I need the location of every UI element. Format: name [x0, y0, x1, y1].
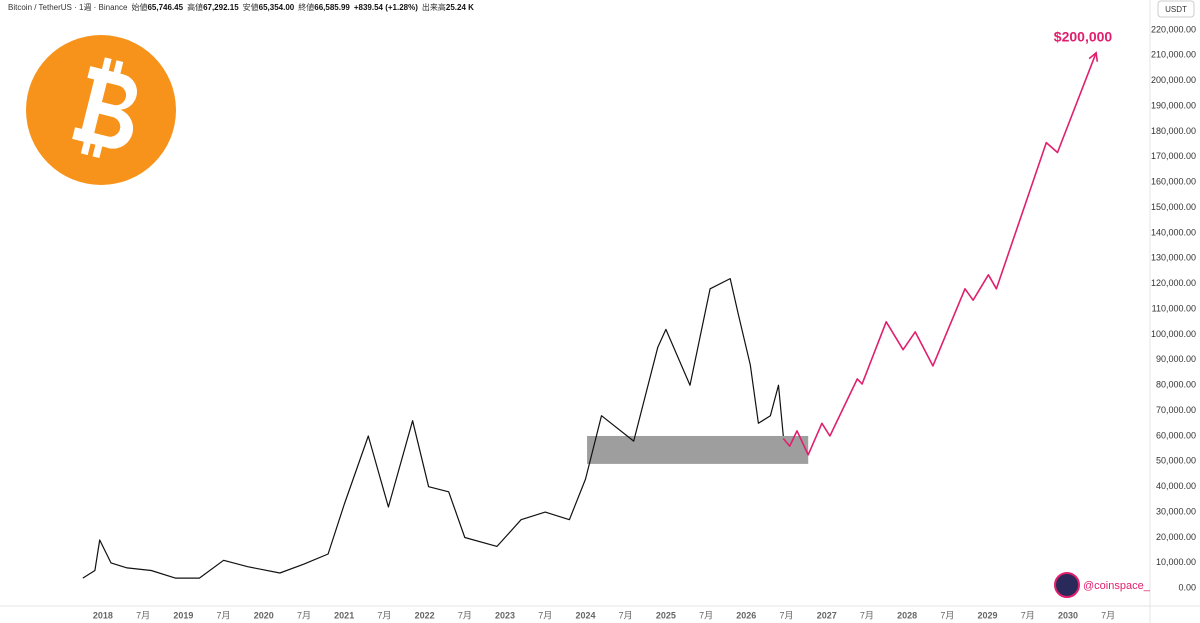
x-tick-label: 2019: [173, 610, 193, 620]
x-tick-label: 7月: [136, 610, 150, 620]
x-tick-label: 2030: [1058, 610, 1078, 620]
y-tick-label: 170,000.00: [1151, 151, 1196, 161]
x-tick-label: 2022: [415, 610, 435, 620]
x-tick-label: 2021: [334, 610, 354, 620]
header-part: 65,746.45: [147, 3, 183, 12]
x-tick-label: 2018: [93, 610, 113, 620]
y-tick-label: 130,000.00: [1151, 253, 1196, 263]
x-tick-label: 7月: [1101, 610, 1115, 620]
x-tick-label: 2027: [817, 610, 837, 620]
y-tick-label: 30,000.00: [1156, 506, 1196, 516]
x-tick-label: 7月: [538, 610, 552, 620]
logo-glyph: [72, 57, 138, 159]
arrow-head: [1088, 51, 1099, 62]
x-tick-label: 7月: [1021, 610, 1035, 620]
y-tick-label: 20,000.00: [1156, 532, 1196, 542]
header-part: 終値: [298, 2, 314, 12]
currency-box: [1157, 0, 1195, 18]
avatar: [1054, 572, 1080, 598]
y-tick-label: 150,000.00: [1151, 202, 1196, 212]
y-tick-label: 70,000.00: [1156, 405, 1196, 415]
x-tick-label: 7月: [699, 610, 713, 620]
x-tick-label: 2025: [656, 610, 676, 620]
x-tick-label: 7月: [297, 610, 311, 620]
x-tick-label: 2020: [254, 610, 274, 620]
y-tick-label: 100,000.00: [1151, 329, 1196, 339]
y-tick-label: 190,000.00: [1151, 100, 1196, 110]
y-tick-label: 210,000.00: [1151, 50, 1196, 60]
x-tick-label: 7月: [217, 610, 231, 620]
bitcoin-logo: [26, 35, 176, 185]
x-tick-label: 7月: [377, 610, 391, 620]
watermark: @coinspace_: [1083, 580, 1151, 592]
x-tick-label: 2029: [978, 610, 998, 620]
header-part: Bitcoin / TetherUS · 1週 · Binance: [8, 3, 128, 12]
header-part: 66,585.99: [314, 3, 350, 12]
header-part: 安値: [243, 2, 259, 12]
currency: USDT: [1165, 5, 1187, 14]
y-tick-label: 140,000.00: [1151, 227, 1196, 237]
x-tick-label: 2026: [736, 610, 756, 620]
header: Bitcoin / TetherUS · 1週 · Binance 始値65,74…: [8, 2, 474, 12]
x-tick-label: 7月: [619, 610, 633, 620]
header-part: 始値: [131, 2, 147, 12]
header-part: 65,354.00: [259, 3, 295, 12]
y-tick-label: 220,000.00: [1151, 24, 1196, 34]
y-tick-label: 40,000.00: [1156, 481, 1196, 491]
price-line: [782, 52, 1097, 456]
x-tick-label: 7月: [458, 610, 472, 620]
y-tick-label: 50,000.00: [1156, 456, 1196, 466]
x-tick-label: 7月: [940, 610, 954, 620]
y-tick-label: 0.00: [1178, 583, 1196, 593]
y-tick-label: 180,000.00: [1151, 126, 1196, 136]
y-tick-label: 120,000.00: [1151, 278, 1196, 288]
header-part: 出来高: [422, 2, 446, 12]
y-tick-label: 90,000.00: [1156, 354, 1196, 364]
target-label: $200,000: [1054, 29, 1113, 45]
y-tick-label: 60,000.00: [1156, 430, 1196, 440]
header-part: 25.24 K: [446, 3, 474, 12]
y-tick-label: 80,000.00: [1156, 380, 1196, 390]
y-tick-label: 10,000.00: [1156, 557, 1196, 567]
price-line: [82, 278, 784, 579]
x-tick-label: 2023: [495, 610, 515, 620]
x-tick-label: 2024: [575, 610, 595, 620]
x-tick-label: 7月: [779, 610, 793, 620]
x-tick-label: 7月: [860, 610, 874, 620]
support-zone: [587, 435, 809, 464]
header-part: 高値: [187, 2, 203, 12]
header-part: 67,292.15: [203, 3, 239, 12]
x-tick-label: 2028: [897, 610, 917, 620]
header-part: +839.54 (+1.28%): [354, 3, 418, 12]
y-tick-label: 160,000.00: [1151, 177, 1196, 187]
y-tick-label: 110,000.00: [1152, 303, 1196, 313]
y-tick-label: 200,000.00: [1151, 75, 1196, 85]
